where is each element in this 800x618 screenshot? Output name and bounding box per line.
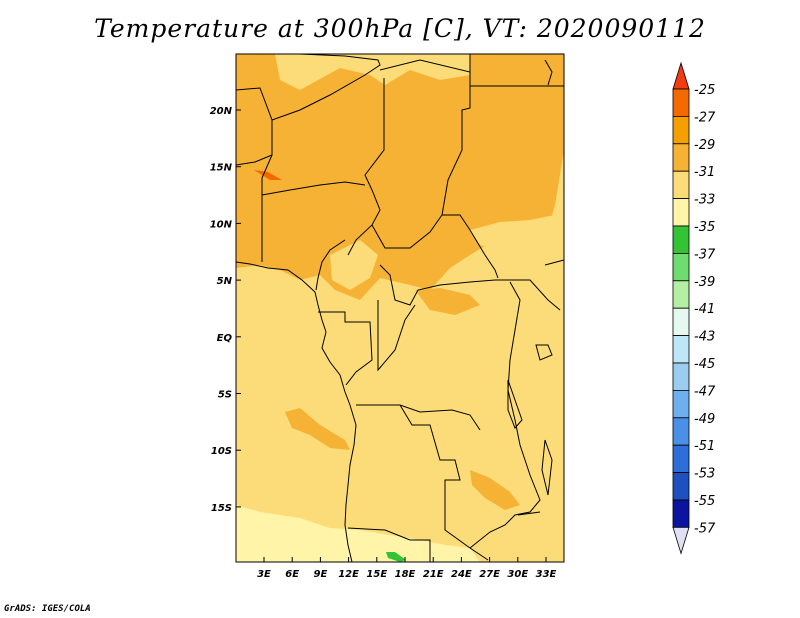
border-zambia-mozambique — [469, 444, 541, 549]
lake-malawi — [541, 439, 553, 496]
border-drc-angola — [356, 404, 481, 431]
colorbar-label: -37 — [694, 247, 716, 262]
colorbar-label: -51 — [694, 439, 715, 454]
lat-tick-label: 15S — [211, 503, 232, 514]
field-region-chad-light — [330, 240, 378, 290]
colorbar-label: -25 — [694, 83, 715, 98]
field-region-green-patch — [386, 552, 406, 562]
border-sudan-west — [441, 54, 471, 216]
colorbar-swatch — [672, 389, 690, 419]
nile-delta — [544, 59, 553, 86]
colorbar: -25 -27 -29 -31 -33 -35 -37 -39 -41 -43 -45 -47 -49 -… — [672, 61, 716, 555]
colorbar-swatch — [672, 116, 690, 145]
border-congo-drc — [377, 300, 416, 372]
colorbar-label: -29 — [694, 138, 715, 153]
border-car-chad — [371, 214, 499, 279]
lake-tanganyika — [507, 379, 523, 429]
coastline — [235, 261, 357, 563]
lon-tick-label: 24E — [451, 569, 472, 580]
field-region-sudan-light — [470, 215, 560, 262]
map-frame — [235, 53, 565, 563]
map-title: Temperature at 300hPa [C], VT: 202009011… — [94, 14, 706, 43]
border-uganda-sudan — [495, 279, 561, 311]
lake-victoria — [535, 344, 553, 361]
colorbar-swatch — [672, 362, 690, 391]
colorbar-label: -55 — [694, 494, 715, 509]
lon-tick-label: 3E — [257, 569, 271, 580]
border-namibia — [347, 527, 431, 562]
colorbar-swatch — [672, 225, 690, 254]
lat-tick-label: 5N — [217, 276, 233, 287]
grads-credit: GrADS: IGES/COLA — [4, 604, 91, 614]
colorbar-swatch — [672, 143, 690, 172]
colorbar-top-arrow — [672, 61, 690, 90]
colorbar-label: -27 — [694, 110, 716, 125]
colorbar-swatch — [672, 417, 690, 446]
colorbar-swatch — [672, 307, 690, 337]
colorbar-swatch — [672, 170, 690, 199]
border-niger-algeria — [271, 53, 381, 121]
colorbar-label: -31 — [694, 165, 715, 180]
colorbar-label: -33 — [694, 193, 715, 208]
colorbar-label: -43 — [694, 330, 715, 345]
lon-tick-label: 21E — [423, 569, 444, 580]
lon-tick-label: 33E — [536, 569, 557, 580]
colorbar-label: -45 — [694, 357, 715, 372]
border-nigeria-cameroon — [315, 239, 346, 291]
colorbar-swatch — [672, 335, 690, 364]
border-angola-zambia — [399, 404, 489, 561]
colorbar-swatch — [672, 280, 690, 309]
field-region-angola-warm — [285, 408, 350, 450]
colorbar-label: -41 — [694, 302, 715, 317]
lat-axis: 20N 15N 10N 5N EQ 5S 10S 15S — [210, 106, 241, 514]
colorbar-label: -53 — [694, 467, 715, 482]
colorbar-label: -57 — [694, 521, 716, 536]
country-borders — [235, 53, 565, 563]
temperature-field — [236, 54, 564, 562]
border-niger-chad — [347, 78, 385, 256]
field-region-nigeria-strip — [254, 170, 282, 180]
lon-axis: 3E 6E 9E 12E 15E 18E 21E 24E 27E 30E 33E — [257, 557, 557, 580]
lon-tick-label: 30E — [507, 569, 528, 580]
lon-tick-label: 27E — [479, 569, 500, 580]
border-gabon-congo — [318, 311, 373, 386]
lon-tick-label: 6E — [285, 569, 299, 580]
lon-tick-label: 12E — [338, 569, 359, 580]
colorbar-swatch — [672, 88, 690, 117]
lat-tick-label: 10N — [210, 219, 233, 230]
border-nigeria-niger — [261, 181, 366, 196]
lat-tick-label: EQ — [217, 333, 233, 344]
lon-tick-label: 15E — [366, 569, 387, 580]
colorbar-swatch — [672, 444, 690, 474]
colorbar-label: -35 — [694, 220, 715, 235]
border-zambezi — [517, 511, 541, 516]
field-region-southwest-cool — [236, 505, 480, 562]
colorbar-swatch — [672, 198, 690, 227]
colorbar-swatch — [672, 252, 690, 282]
colorbar-swatch — [672, 472, 690, 501]
colorbar-label: -47 — [694, 384, 716, 399]
border-ethiopia — [544, 259, 565, 266]
lat-tick-label: 10S — [211, 446, 232, 457]
border-benin — [261, 154, 273, 262]
colorbar-label: -39 — [694, 275, 715, 290]
field-region-sahara-light — [275, 54, 470, 90]
field-region-zambia-warm — [470, 470, 520, 510]
border-car-congo — [379, 264, 496, 306]
lon-tick-label: 18E — [395, 569, 416, 580]
lat-tick-label: 15N — [210, 163, 233, 174]
colorbar-swatch — [672, 499, 690, 528]
colorbar-label: -49 — [694, 412, 715, 427]
colorbar-bottom-arrow — [672, 527, 690, 555]
lon-tick-label: 9E — [314, 569, 328, 580]
border-east-rift — [507, 281, 521, 446]
field-region-congo-warm — [415, 288, 480, 315]
border-mali-niger — [235, 87, 273, 166]
lat-tick-label: 5S — [218, 390, 232, 401]
lat-tick-label: 20N — [210, 106, 233, 117]
